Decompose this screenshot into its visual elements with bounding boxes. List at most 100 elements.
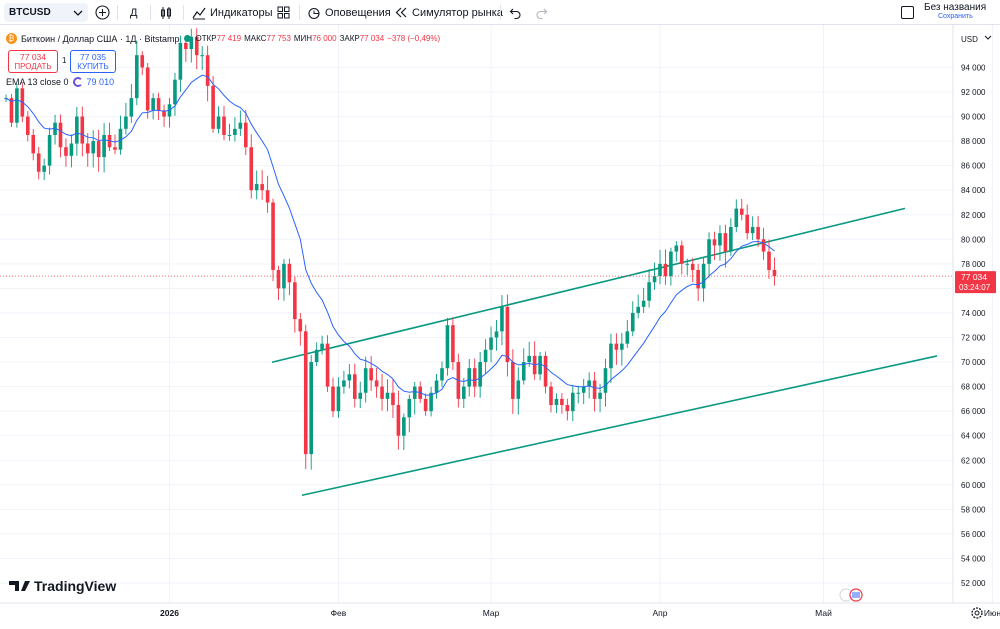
indicators-label: Индикаторы	[210, 6, 273, 19]
candle-body	[592, 380, 597, 399]
symbol-dropdown-icon[interactable]	[72, 0, 84, 25]
candle-body	[478, 362, 482, 387]
candle-body	[658, 263, 662, 277]
redo-icon[interactable]	[535, 0, 548, 25]
candle-body	[358, 392, 363, 399]
candle-body	[293, 282, 297, 320]
alarm-clock-icon	[308, 7, 320, 19]
undo-icon[interactable]	[509, 0, 522, 25]
layout-save-label[interactable]: Сохранить	[938, 13, 973, 20]
candle-body	[96, 141, 101, 158]
candles	[4, 28, 777, 470]
channel-line-upper[interactable]	[271, 207, 906, 364]
candle-body	[205, 55, 210, 86]
ohlc-change: −378 (−0,49%)	[387, 34, 441, 43]
candle-body	[489, 337, 493, 350]
price-badge: 77 034 03:24:07	[955, 271, 996, 294]
buy-button[interactable]: 77 035 КУПИТЬ	[70, 50, 116, 73]
y-tick-label: 54 000	[961, 554, 986, 563]
candle-body	[233, 128, 237, 135]
channel-line-lower[interactable]	[301, 355, 938, 497]
indicators-button[interactable]: Индикаторы	[192, 0, 273, 25]
chart-area[interactable]: 52 000 54 000 56 000 58 000 60 000 62 000 64 0…	[0, 25, 1000, 624]
tradingview-logo: TradingView	[9, 578, 116, 594]
candle-body	[135, 55, 139, 99]
ema-legend[interactable]: EMA 13 close 0 79 010	[6, 77, 114, 87]
candle-body	[630, 312, 635, 332]
candle-body	[162, 110, 166, 117]
x-tick-label: Мар	[483, 608, 500, 618]
y-tick-label: 88 000	[961, 137, 986, 146]
candle-body	[527, 355, 531, 363]
currency-selector[interactable]: USD	[961, 35, 992, 44]
candle-body	[680, 245, 684, 264]
currency-dropdown-icon	[984, 35, 992, 40]
candle-body	[227, 134, 232, 136]
candle-body	[620, 343, 624, 350]
candle-body	[663, 263, 668, 277]
grid	[0, 25, 993, 603]
sell-button[interactable]: 77 034 ПРОДАТЬ	[8, 50, 58, 73]
candle-body	[189, 36, 194, 50]
price-scale[interactable]: 52 000 54 000 56 000 58 000 60 000 62 000 64 0…	[961, 63, 986, 588]
y-tick-label: 60 000	[961, 481, 986, 490]
layout-name-button[interactable]: Без названия Сохранить	[924, 2, 994, 23]
symbol-legend: ₿ Биткоин / Доллар США · 1Д · Bitstamp О…	[6, 33, 440, 44]
candle-body	[734, 208, 739, 228]
candle-body	[669, 251, 673, 277]
x-tick-label: Апр	[653, 608, 668, 618]
candle-body	[641, 300, 646, 307]
legend-title[interactable]: Биткоин / Доллар США · 1Д · Bitstamp	[21, 33, 180, 44]
add-symbol-icon[interactable]	[95, 0, 110, 25]
layouts-icon[interactable]	[277, 0, 290, 25]
candle-body	[652, 276, 657, 283]
y-tick-label: 56 000	[961, 530, 986, 539]
price-chart[interactable]: 52 000 54 000 56 000 58 000 60 000 62 000 64 0…	[0, 25, 1000, 624]
candle-body	[483, 349, 488, 363]
symbol-search[interactable]: BTCUSD	[4, 3, 88, 22]
indicators-icon	[192, 7, 206, 19]
candle-body	[440, 368, 444, 381]
candle-body	[265, 190, 270, 203]
candle-body	[511, 362, 515, 399]
candle-body	[31, 134, 36, 154]
candle-body	[772, 269, 777, 277]
settings-gear-icon[interactable]	[971, 607, 983, 619]
y-tick-label: 68 000	[961, 383, 986, 392]
y-tick-label: 64 000	[961, 432, 986, 441]
y-tick-label: 78 000	[961, 260, 986, 269]
candle-body	[211, 85, 215, 129]
interval-button[interactable]: Д	[130, 6, 138, 19]
candle-body	[309, 362, 313, 455]
candle-body	[467, 368, 472, 387]
candle-body	[598, 392, 602, 399]
candle-body	[380, 386, 384, 399]
alerts-button[interactable]: Оповещения	[307, 0, 391, 25]
currency-label: USD	[961, 35, 978, 44]
replay-button[interactable]: Симулятор рынка	[395, 0, 503, 25]
candle-body	[587, 380, 591, 387]
candle-body	[396, 405, 401, 436]
candle-body	[538, 355, 542, 375]
candle-body	[140, 55, 145, 68]
candle-body	[571, 392, 575, 412]
candle-body	[222, 116, 226, 135]
candle-body	[718, 233, 722, 246]
buy-price: 77 035	[80, 52, 106, 62]
candle-body	[739, 208, 744, 215]
x-tick-label: Май	[815, 608, 832, 618]
events-icon[interactable]	[839, 588, 863, 602]
layout-checkbox[interactable]	[901, 0, 914, 25]
candle-body	[729, 227, 733, 252]
candle-body	[549, 386, 553, 406]
candle-body	[151, 98, 155, 111]
candle-body	[685, 263, 690, 265]
time-scale[interactable]: 2026 Фев Мар Апр Май Июн	[160, 608, 1000, 618]
candle-body	[287, 263, 292, 283]
candle-body	[472, 368, 477, 387]
candle-body	[576, 392, 581, 394]
candles-icon[interactable]	[159, 0, 173, 25]
symbol-label: BTCUSD	[9, 7, 51, 18]
y-tick-label: 66 000	[961, 407, 986, 416]
candle-body	[603, 368, 608, 393]
